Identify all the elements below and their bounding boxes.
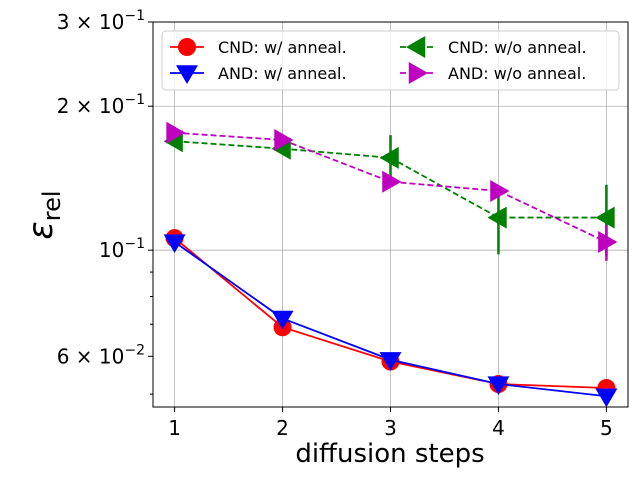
data-point [595, 206, 615, 229]
legend-item: CND: w/ anneal. [170, 38, 347, 57]
data-point [595, 388, 618, 408]
legend-label: CND: w/o anneal. [448, 38, 587, 57]
x-tick-label: 4 [492, 416, 505, 440]
legend-item: AND: w/o anneal. [400, 62, 586, 84]
legend-marker [176, 65, 198, 84]
y-axis-label: εrel [21, 190, 66, 239]
x-tick-label: 3 [384, 416, 397, 440]
series-layer [163, 121, 618, 408]
legend-label: CND: w/ anneal. [218, 38, 347, 57]
legend-label: AND: w/ anneal. [218, 64, 347, 83]
data-point [382, 170, 402, 193]
data-point [274, 128, 294, 151]
x-tick-label: 1 [168, 416, 181, 440]
data-point [598, 231, 618, 254]
x-tick-label: 5 [600, 416, 613, 440]
y-tick-label: 3 × 10−1 [57, 8, 145, 34]
series-2 [163, 234, 618, 408]
y-axis-label-sub: rel [38, 190, 66, 221]
legend-box [161, 30, 620, 91]
y-tick-label: 6 × 10−2 [57, 342, 145, 368]
axis-ticks: 1 2 3 4 5 10−1 2 × 10−1 3 × 10−1 6 × 10−2 [57, 8, 613, 440]
legend-label: AND: w/o anneal. [448, 64, 586, 83]
data-point [487, 206, 507, 229]
data-point [487, 376, 510, 396]
data-point [379, 146, 399, 169]
x-axis-label: diffusion steps [295, 439, 484, 469]
y-axis-label-main: ε [21, 221, 61, 239]
legend-item: CND: w/o anneal. [400, 36, 587, 58]
data-point [166, 121, 186, 144]
y-tick-label: 10−1 [99, 236, 145, 262]
y-tick-label: 2 × 10−1 [57, 92, 145, 118]
legend-marker [406, 36, 426, 58]
data-point [490, 179, 510, 202]
data-point [379, 352, 402, 371]
legend-item: AND: w/ anneal. [170, 64, 347, 84]
series-4 [166, 121, 618, 261]
data-point [271, 310, 294, 330]
legend-marker [178, 38, 196, 56]
data-point [163, 234, 186, 254]
legend: CND: w/ anneal. AND: w/ anneal. CND: w/o a… [161, 30, 620, 91]
legend-marker [408, 62, 428, 84]
series-3 [163, 130, 615, 257]
series-line [174, 131, 607, 243]
x-tick-label: 2 [276, 416, 289, 440]
